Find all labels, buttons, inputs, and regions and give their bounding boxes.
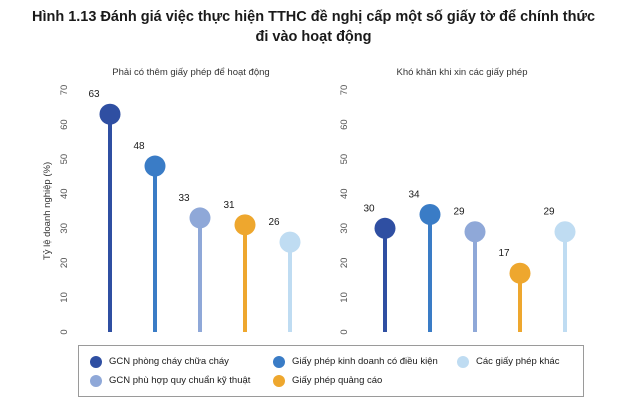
chart-title-line-1: Hình 1.13 Đánh giá việc thực hiện TTHC đ… xyxy=(31,9,596,25)
data-label-panel1-2: 48 xyxy=(133,141,145,152)
data-label-panel2-1: 30 xyxy=(363,203,375,214)
legend-label-quy-chuan: GCN phù hợp quy chuẩn kỹ thuật xyxy=(109,375,251,386)
legend-label-quang-cao: Giấy phép quảng cáo xyxy=(292,375,383,386)
y-tick-label-panel2-50: 50 xyxy=(339,154,350,165)
panel-title-1: Phải có thêm giấy phép để hoạt động xyxy=(112,67,269,78)
lollipop-marker-panel1-5 xyxy=(279,231,301,253)
y-tick-label-panel1-70: 70 xyxy=(59,85,70,96)
data-label-panel2-4: 17 xyxy=(498,248,510,259)
chart-legend: GCN phòng cháy chữa cháy Giấy phép kinh … xyxy=(78,345,584,397)
y-tick-label-panel2-30: 30 xyxy=(339,223,350,234)
legend-marker-quang-cao xyxy=(273,375,285,387)
y-tick-label-panel2-40: 40 xyxy=(339,188,350,199)
chart-title-line-2: đi vào hoạt động xyxy=(255,29,372,45)
y-tick-label-panel1-60: 60 xyxy=(59,119,70,130)
y-tick-label-panel2-0: 0 xyxy=(339,329,350,334)
legend-marker-khac xyxy=(457,356,469,368)
legend-label-khac: Các giấy phép khác xyxy=(476,356,560,367)
lollipop-marker-panel2-3 xyxy=(464,221,486,243)
data-label-panel1-3: 33 xyxy=(178,193,190,204)
y-tick-label-panel2-10: 10 xyxy=(339,292,350,303)
data-label-panel1-1: 63 xyxy=(88,89,100,100)
data-label-panel2-3: 29 xyxy=(453,207,465,218)
lollipop-marker-panel1-2 xyxy=(144,155,166,177)
legend-label-pccc: GCN phòng cháy chữa cháy xyxy=(109,356,229,367)
y-tick-label-panel2-20: 20 xyxy=(339,258,350,269)
y-tick-label-panel1-0: 0 xyxy=(59,329,70,334)
y-tick-label-panel2-60: 60 xyxy=(339,119,350,130)
y-tick-label-panel1-40: 40 xyxy=(59,188,70,199)
lollipop-marker-panel1-4 xyxy=(234,214,256,236)
y-tick-label-panel1-30: 30 xyxy=(59,223,70,234)
legend-marker-kinh-doanh xyxy=(273,356,285,368)
y-tick-label-panel1-10: 10 xyxy=(59,292,70,303)
y-tick-label-panel1-50: 50 xyxy=(59,154,70,165)
y-axis-title: Tỷ lệ doanh nghiệp (%) xyxy=(42,162,53,260)
lollipop-marker-panel2-2 xyxy=(419,203,441,225)
y-tick-label-panel1-20: 20 xyxy=(59,258,70,269)
data-label-panel2-5: 29 xyxy=(543,207,555,218)
lollipop-marker-panel2-1 xyxy=(374,217,396,239)
data-label-panel2-2: 34 xyxy=(408,189,420,200)
chart-plot-area: Tỷ lệ doanh nghiệp (%) Phải có thêm giấy … xyxy=(42,67,576,335)
data-label-panel1-5: 26 xyxy=(268,217,280,228)
legend-marker-pccc xyxy=(90,356,102,368)
panel-title-2: Khó khăn khi xin các giấy phép xyxy=(397,67,528,78)
y-tick-label-panel2-70: 70 xyxy=(339,85,350,96)
lollipop-marker-panel2-5 xyxy=(554,221,576,243)
lollipop-marker-panel1-3 xyxy=(189,207,211,229)
lollipop-marker-panel2-4 xyxy=(509,262,531,284)
lollipop-marker-panel1-1 xyxy=(99,103,121,125)
legend-label-kinh-doanh: Giấy phép kinh doanh có điều kiện xyxy=(292,356,438,367)
data-label-panel1-4: 31 xyxy=(223,200,235,211)
legend-marker-quy-chuan xyxy=(90,375,102,387)
